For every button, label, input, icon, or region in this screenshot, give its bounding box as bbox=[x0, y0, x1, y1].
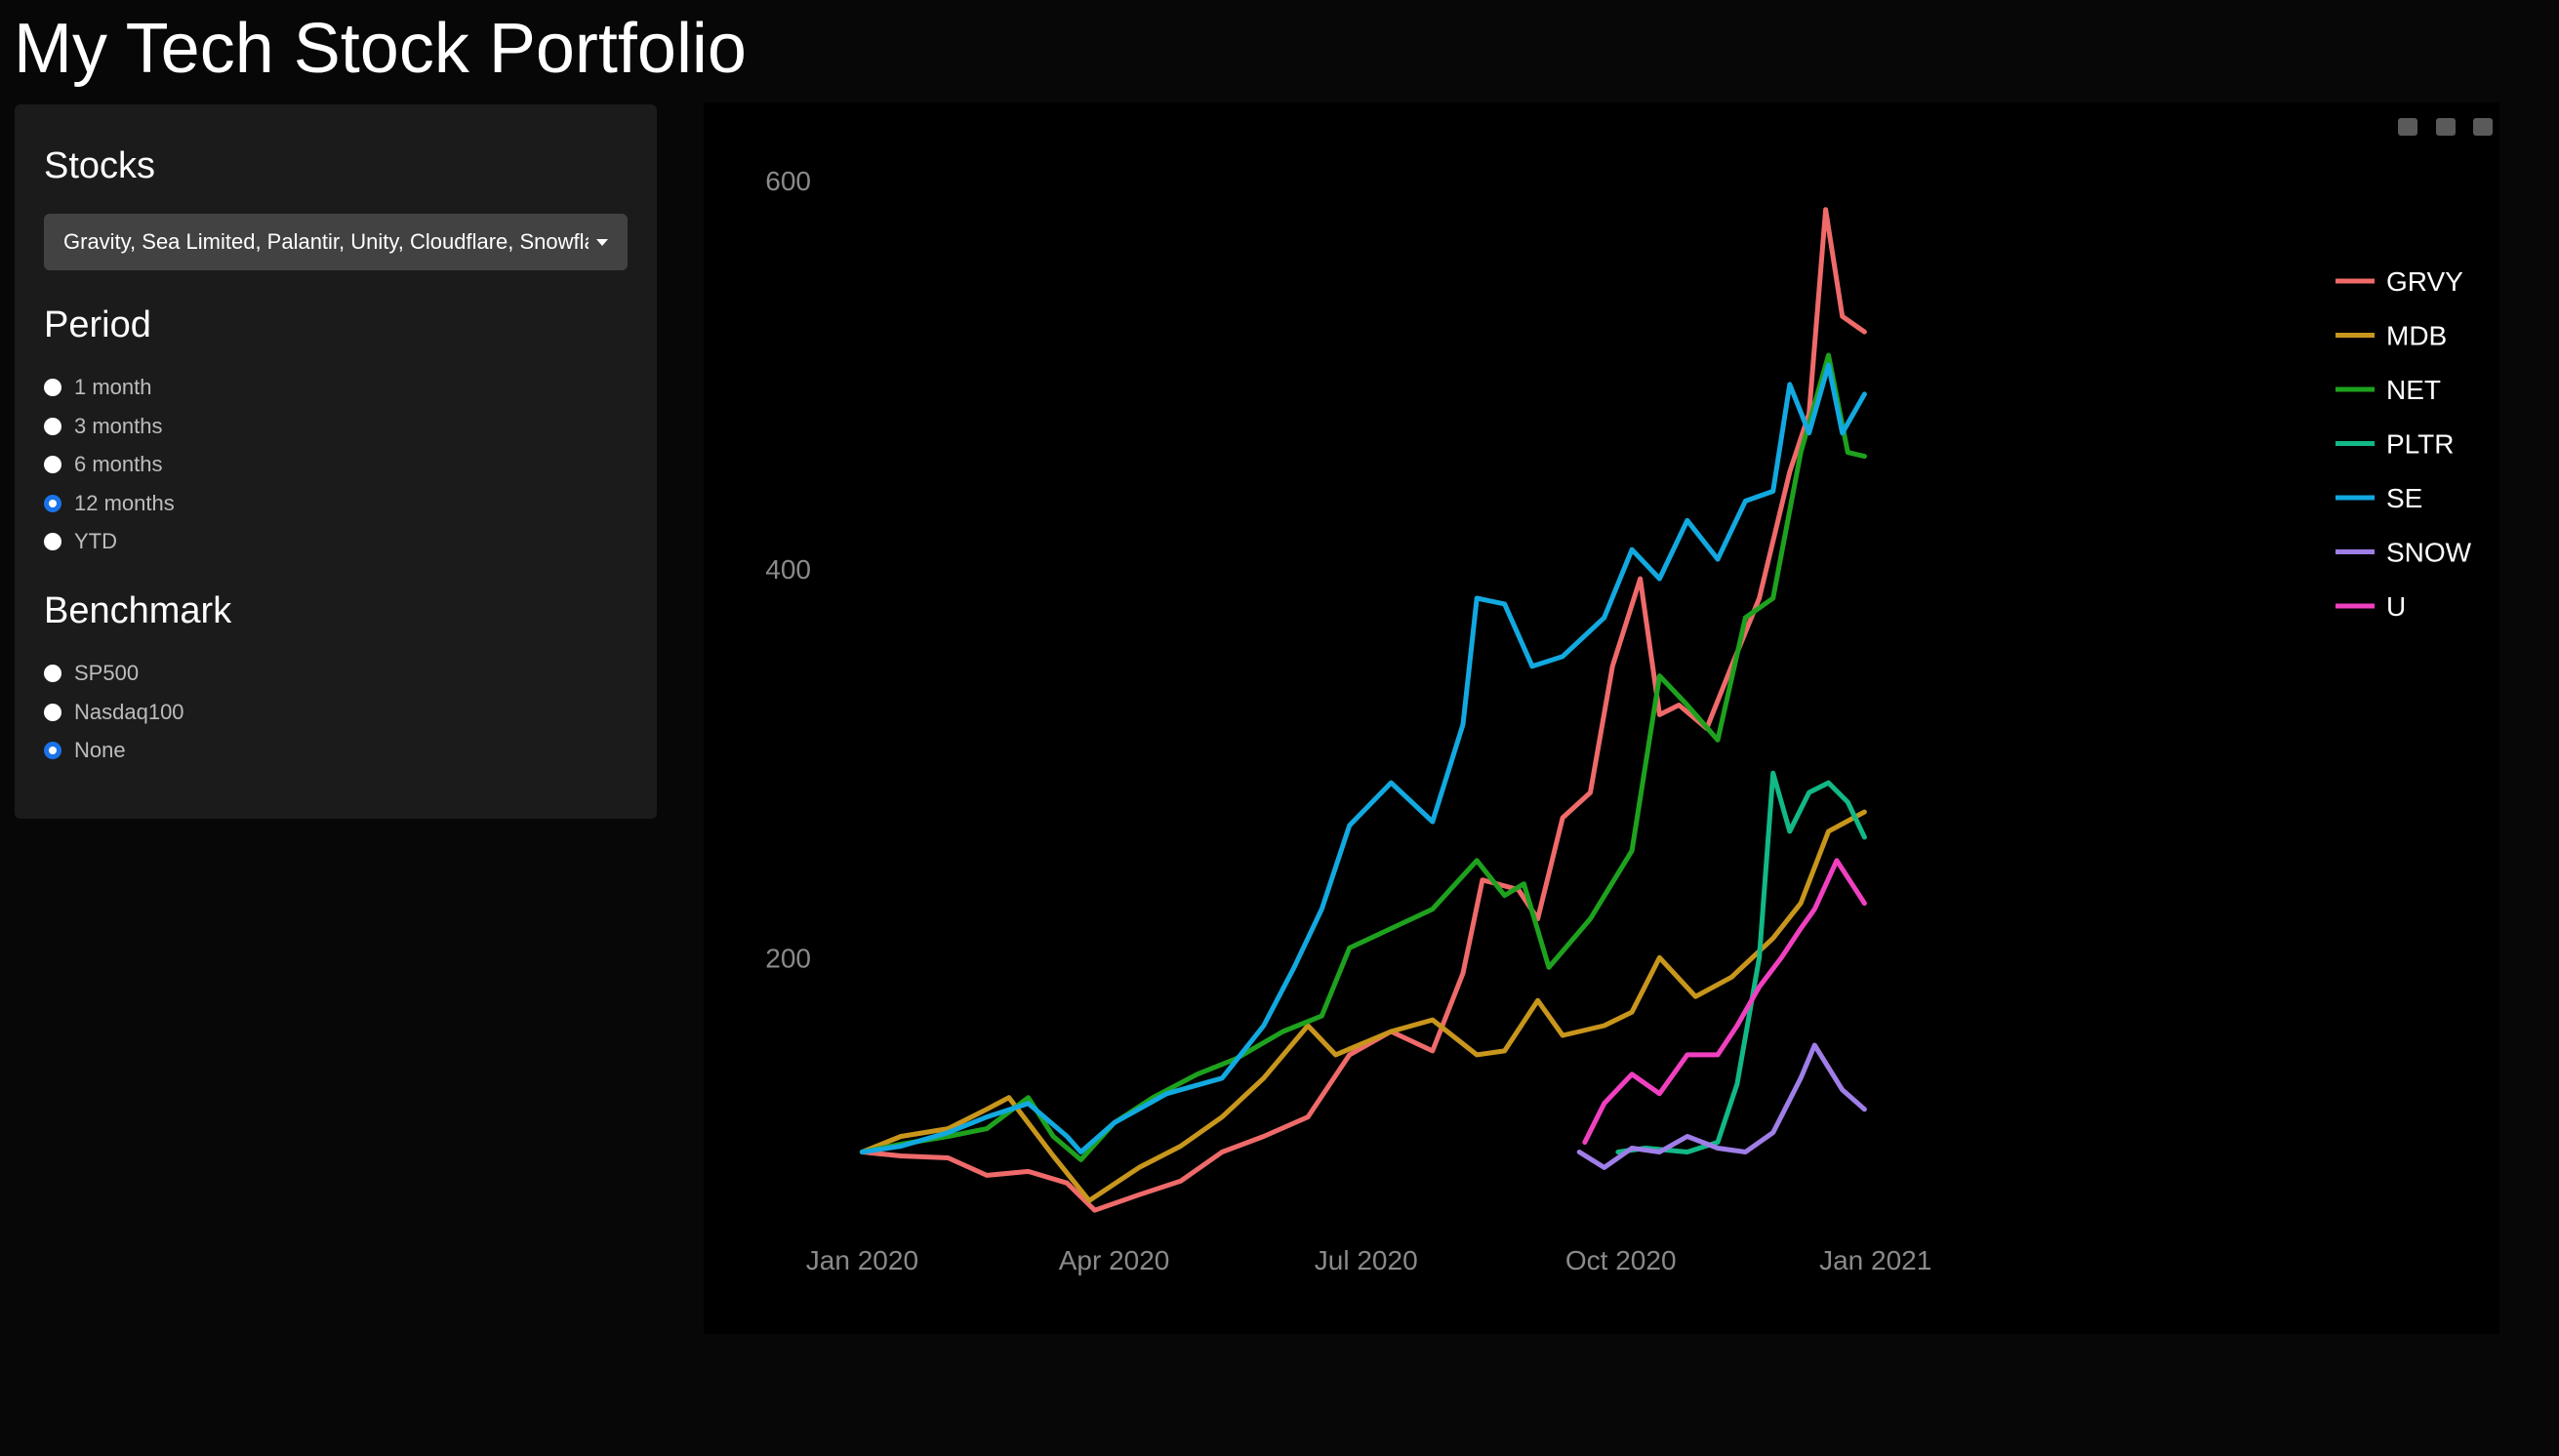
series-line-se bbox=[859, 362, 1867, 1154]
x-tick-label: Apr 2020 bbox=[1059, 1245, 1170, 1275]
radio-button[interactable] bbox=[44, 665, 61, 682]
legend-label-se: SE bbox=[2386, 483, 2422, 513]
caret-down-icon bbox=[596, 239, 608, 246]
benchmark-heading: Benchmark bbox=[44, 590, 232, 631]
radio-label: 1 month bbox=[74, 375, 152, 399]
series-line-net bbox=[859, 352, 1867, 1162]
x-tick-label: Jul 2020 bbox=[1315, 1245, 1418, 1275]
stock-line-chart[interactable]: Jan 2020 Apr 2020 Jul 2020 Oct 2020 Jan 2021… bbox=[704, 102, 2499, 1334]
series-line-grvy bbox=[859, 207, 1867, 1213]
benchmark-option-none[interactable]: None bbox=[44, 736, 126, 765]
radio-label: SP500 bbox=[74, 661, 140, 685]
x-tick-label: Jan 2020 bbox=[806, 1245, 918, 1275]
series-line-mdb bbox=[859, 809, 1867, 1203]
sidebar: Stocks Gravity, Sea Limited, Palantir, U… bbox=[15, 104, 657, 819]
stocks-selected-value: Gravity, Sea Limited, Palantir, Unity, C… bbox=[63, 229, 589, 254]
period-option-12-months[interactable]: 12 months bbox=[44, 489, 175, 518]
series-line-pltr bbox=[1615, 770, 1867, 1154]
period-option-1-month[interactable]: 1 month bbox=[44, 373, 152, 402]
legend-label-mdb: MDB bbox=[2386, 321, 2447, 351]
period-option-3-months[interactable]: 3 months bbox=[44, 412, 163, 441]
radio-label: Nasdaq100 bbox=[74, 699, 184, 724]
period-option-6-months[interactable]: 6 months bbox=[44, 450, 163, 479]
radio-button[interactable] bbox=[44, 379, 61, 396]
radio-button[interactable] bbox=[44, 417, 61, 435]
radio-label: None bbox=[74, 738, 126, 762]
legend-label-snow: SNOW bbox=[2386, 538, 2472, 568]
radio-label: 6 months bbox=[74, 452, 163, 476]
benchmark-option-sp500[interactable]: SP500 bbox=[44, 659, 139, 688]
legend-label-grvy: GRVY bbox=[2386, 266, 2463, 297]
legend-label-pltr: PLTR bbox=[2386, 429, 2455, 460]
legend-label-net: NET bbox=[2386, 375, 2441, 405]
chart-panel: Jan 2020 Apr 2020 Jul 2020 Oct 2020 Jan 2021… bbox=[704, 102, 2499, 1334]
y-tick-label: 600 bbox=[765, 166, 811, 196]
radio-label: 3 months bbox=[74, 413, 163, 438]
radio-label: 12 months bbox=[74, 490, 175, 515]
radio-button[interactable] bbox=[44, 456, 61, 473]
y-tick-label: 200 bbox=[765, 943, 811, 973]
radio-button[interactable] bbox=[44, 742, 61, 759]
y-tick-label: 400 bbox=[765, 554, 811, 585]
radio-button[interactable] bbox=[44, 533, 61, 550]
camera-icon[interactable] bbox=[2398, 118, 2417, 136]
x-tick-label: Jan 2021 bbox=[1819, 1245, 1931, 1275]
page-title: My Tech Stock Portfolio bbox=[14, 10, 747, 88]
benchmark-option-nasdaq100[interactable]: Nasdaq100 bbox=[44, 698, 184, 727]
series-line-u bbox=[1582, 858, 1867, 1145]
series-line-snow bbox=[1576, 1042, 1867, 1170]
pan-icon[interactable] bbox=[2473, 118, 2493, 136]
stocks-multiselect[interactable]: Gravity, Sea Limited, Palantir, Unity, C… bbox=[44, 214, 628, 270]
stocks-heading: Stocks bbox=[44, 145, 156, 186]
plot-modebar bbox=[2398, 118, 2493, 136]
period-heading: Period bbox=[44, 304, 151, 345]
radio-button[interactable] bbox=[44, 703, 61, 721]
x-tick-label: Oct 2020 bbox=[1565, 1245, 1677, 1275]
radio-button[interactable] bbox=[44, 494, 61, 512]
radio-label: YTD bbox=[74, 529, 117, 553]
legend-label-u: U bbox=[2386, 591, 2406, 622]
period-option-ytd[interactable]: YTD bbox=[44, 527, 117, 556]
zoom-icon[interactable] bbox=[2436, 118, 2456, 136]
